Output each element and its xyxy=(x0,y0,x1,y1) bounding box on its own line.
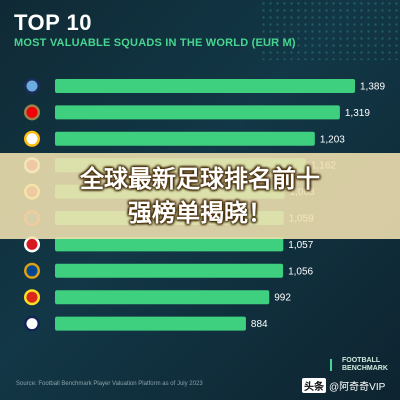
bar-value-label-7: 1,057 xyxy=(288,240,313,251)
bar-value-label-10: 884 xyxy=(251,319,268,330)
watermark-logo: 头条 xyxy=(302,378,326,393)
dot-pattern-decoration xyxy=(260,0,400,60)
football-benchmark-brand: FOOTBALL BENCHMARK xyxy=(342,357,388,373)
headline-banner: 全球最新足球排名前十 强榜单揭晓！ xyxy=(0,153,400,239)
brand-line-2: BENCHMARK xyxy=(342,365,388,372)
bar-value-label-8: 1,056 xyxy=(288,266,313,277)
real-madrid-crest xyxy=(24,130,40,147)
tottenham-crest xyxy=(24,315,40,332)
bar-9 xyxy=(55,290,270,305)
bar-value-label-9: 992 xyxy=(274,293,291,304)
brand-line-1: FOOTBALL xyxy=(342,357,381,364)
source-note: Source: Football Benchmark Player Valuat… xyxy=(16,381,203,387)
football-benchmark-logo-icon xyxy=(330,359,341,371)
watermark-text: @阿奇奇VIP xyxy=(329,382,386,393)
headline-line-2: 强榜单揭晓！ xyxy=(128,199,272,227)
bar-10 xyxy=(55,316,246,331)
chart-subtitle: MOST VALUABLE SQUADS IN THE WORLD (EUR M… xyxy=(14,37,296,49)
chelsea-crest xyxy=(24,262,40,279)
club-7-crest xyxy=(24,236,40,253)
manchester-united-crest xyxy=(24,289,40,306)
watermark: 头条 @阿奇奇VIP xyxy=(302,378,385,393)
bar-value-label-2: 1,319 xyxy=(345,108,370,119)
bar-8 xyxy=(55,263,284,278)
bar-value-label-3: 1,203 xyxy=(320,134,345,145)
bar-3 xyxy=(55,131,315,146)
arsenal-crest xyxy=(24,104,40,121)
bar-2 xyxy=(55,105,340,120)
chart-title: TOP 10 xyxy=(14,10,93,35)
headline-line-1: 全球最新足球排名前十 xyxy=(80,165,320,193)
bar-value-label-1: 1,389 xyxy=(360,82,385,93)
bar-7 xyxy=(55,237,284,252)
bar-1 xyxy=(55,79,355,93)
manchester-city-crest xyxy=(24,78,40,94)
